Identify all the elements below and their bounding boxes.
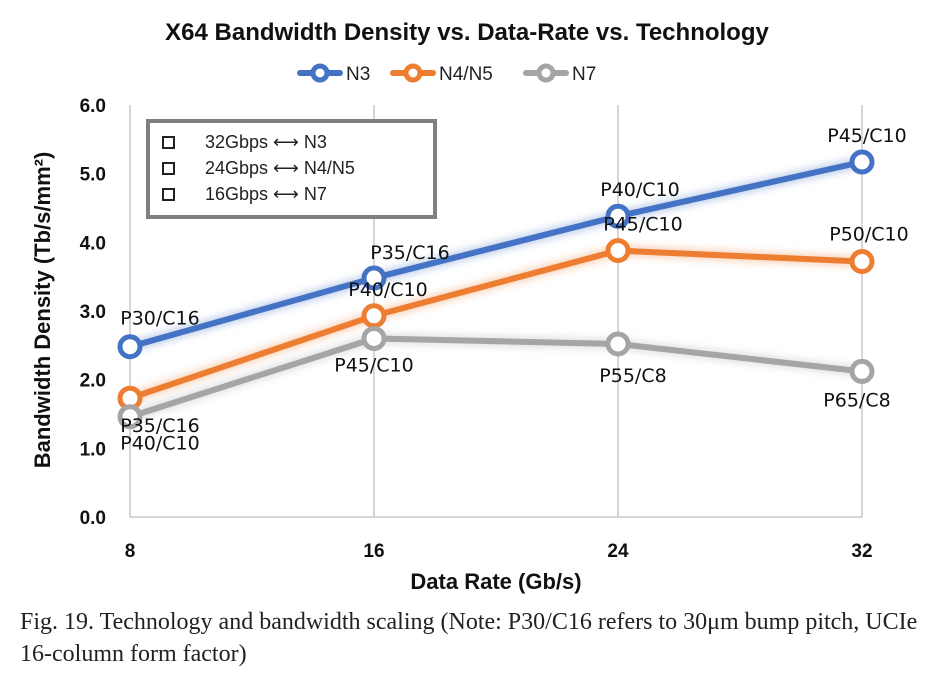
data-point [605, 331, 631, 357]
checkbox-icon [162, 136, 175, 149]
data-label: P35/C16 [120, 415, 199, 437]
legend-item: N7 [523, 63, 596, 85]
y-tick-label: 6.0 [80, 96, 106, 117]
legend-label: N4/N5 [439, 64, 493, 85]
data-label: P45/C10 [603, 214, 682, 236]
legend-label: N7 [572, 64, 596, 85]
data-point [361, 325, 387, 351]
chart: X64 Bandwidth Density vs. Data-Rate vs. … [30, 19, 909, 594]
data-label: P30/C16 [120, 308, 199, 330]
data-point [605, 203, 631, 229]
legend-item: N3 [297, 63, 370, 85]
axis-ticks: 8 16 24 32 0.0 1.0 2.0 3.0 4.0 5.0 6.0 [80, 96, 873, 562]
data-label: P40/C10 [348, 279, 427, 301]
data-label: P45/C10 [827, 125, 906, 147]
y-tick-label: 4.0 [80, 233, 106, 254]
data-label: P40/C10 [120, 433, 199, 455]
x-tick-label: 32 [851, 541, 872, 562]
x-tick-label: 16 [363, 541, 384, 562]
data-point [849, 249, 875, 275]
series-line [127, 335, 865, 420]
data-point [849, 358, 875, 384]
data-label: P65/C8 [823, 389, 890, 411]
annotation-box-frame [146, 119, 437, 219]
data-point [849, 149, 875, 175]
legend-swatch-marker [536, 63, 556, 83]
y-tick-label: 0.0 [80, 508, 106, 529]
legend-swatch-marker [310, 63, 330, 83]
data-label: P45/C10 [334, 354, 413, 376]
y-tick-label: 2.0 [80, 371, 106, 392]
x-axis-label: Data Rate (Gb/s) [410, 569, 581, 594]
annotation-line: 16Gbps ⟷ N7 [205, 184, 327, 204]
y-tick-label: 1.0 [80, 439, 106, 460]
y-tick-label: 5.0 [80, 165, 106, 186]
annotation-line: 32Gbps ⟷ N3 [205, 132, 327, 152]
series-line [127, 158, 865, 350]
series-layer [117, 149, 875, 430]
series-line [127, 247, 865, 402]
data-point [361, 303, 387, 329]
x-tick-label: 8 [125, 541, 136, 562]
data-label: P40/C10 [600, 179, 679, 201]
legend: N3 N4/N5 N7 [297, 63, 596, 85]
series-line-glow [128, 333, 863, 422]
data-point [117, 404, 143, 430]
series-N7 [117, 325, 875, 430]
figure-caption: Fig. 19. Technology and bandwidth scalin… [20, 609, 918, 667]
series-line-glow [128, 245, 863, 403]
point-labels: P30/C16P35/C16P40/C10P45/C10P35/C16P40/C… [120, 125, 908, 455]
data-label: P50/C10 [829, 224, 908, 246]
y-tick-label: 3.0 [80, 302, 106, 323]
data-point [605, 238, 631, 264]
legend-item: N4/N5 [390, 63, 493, 85]
legend-label: N3 [346, 64, 370, 85]
checkbox-icon [162, 188, 175, 201]
annotation-line: 24Gbps ⟷ N4/N5 [205, 158, 355, 178]
x-tick-label: 24 [607, 541, 629, 562]
annotation-box: 32Gbps ⟷ N3 24Gbps ⟷ N4/N5 16Gbps ⟷ N7 [146, 119, 437, 219]
chart-title: X64 Bandwidth Density vs. Data-Rate vs. … [165, 19, 769, 46]
legend-swatch-marker [403, 63, 423, 83]
checkbox-icon [162, 162, 175, 175]
data-point [117, 334, 143, 360]
y-axis-label: Bandwidth Density (Tb/s/mm²) [30, 152, 55, 469]
data-label: P55/C8 [599, 365, 666, 387]
series-N3 [117, 149, 875, 360]
data-label: P35/C16 [370, 242, 449, 264]
series-N4/N5 [117, 238, 875, 411]
data-point [361, 265, 387, 291]
